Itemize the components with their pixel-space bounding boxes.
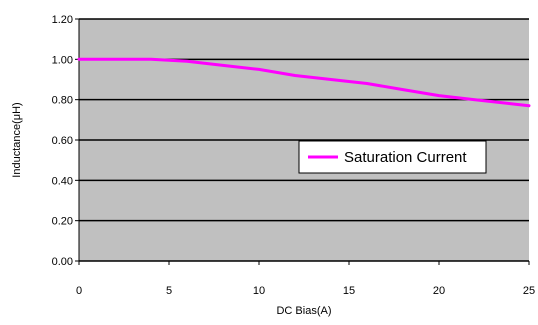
grid-lines xyxy=(79,18,529,222)
series-line xyxy=(77,57,531,108)
legend-label: Saturation Current xyxy=(344,149,467,166)
y-tick-label: 1.20 xyxy=(52,14,73,26)
x-tick-label: 20 xyxy=(433,285,445,297)
y-tick-label: 0.80 xyxy=(52,95,73,107)
y-tick-label: 1.00 xyxy=(52,54,73,66)
y-axis-title: Inductance(μH) xyxy=(11,102,23,177)
axes xyxy=(75,18,530,265)
y-tick-label: 0.20 xyxy=(52,216,73,228)
series-group xyxy=(77,57,531,108)
x-tick-label: 25 xyxy=(523,285,535,297)
x-tick-label: 5 xyxy=(166,285,172,297)
x-tick-labels: 0 5 10 15 20 25 xyxy=(76,285,535,297)
legend: Saturation Current xyxy=(298,140,487,174)
y-tick-label: 0.00 xyxy=(52,256,73,268)
y-tick-label: 0.40 xyxy=(52,175,73,187)
y-tick-label: 0.60 xyxy=(52,135,73,147)
x-tick-label: 15 xyxy=(343,285,355,297)
x-tick-label: 10 xyxy=(253,285,265,297)
y-tick-labels: 0.00 0.20 0.40 0.60 0.80 1.00 1.20 xyxy=(52,14,73,268)
x-axis-title: DC Bias(A) xyxy=(276,305,331,317)
x-tick-label: 0 xyxy=(76,285,82,297)
